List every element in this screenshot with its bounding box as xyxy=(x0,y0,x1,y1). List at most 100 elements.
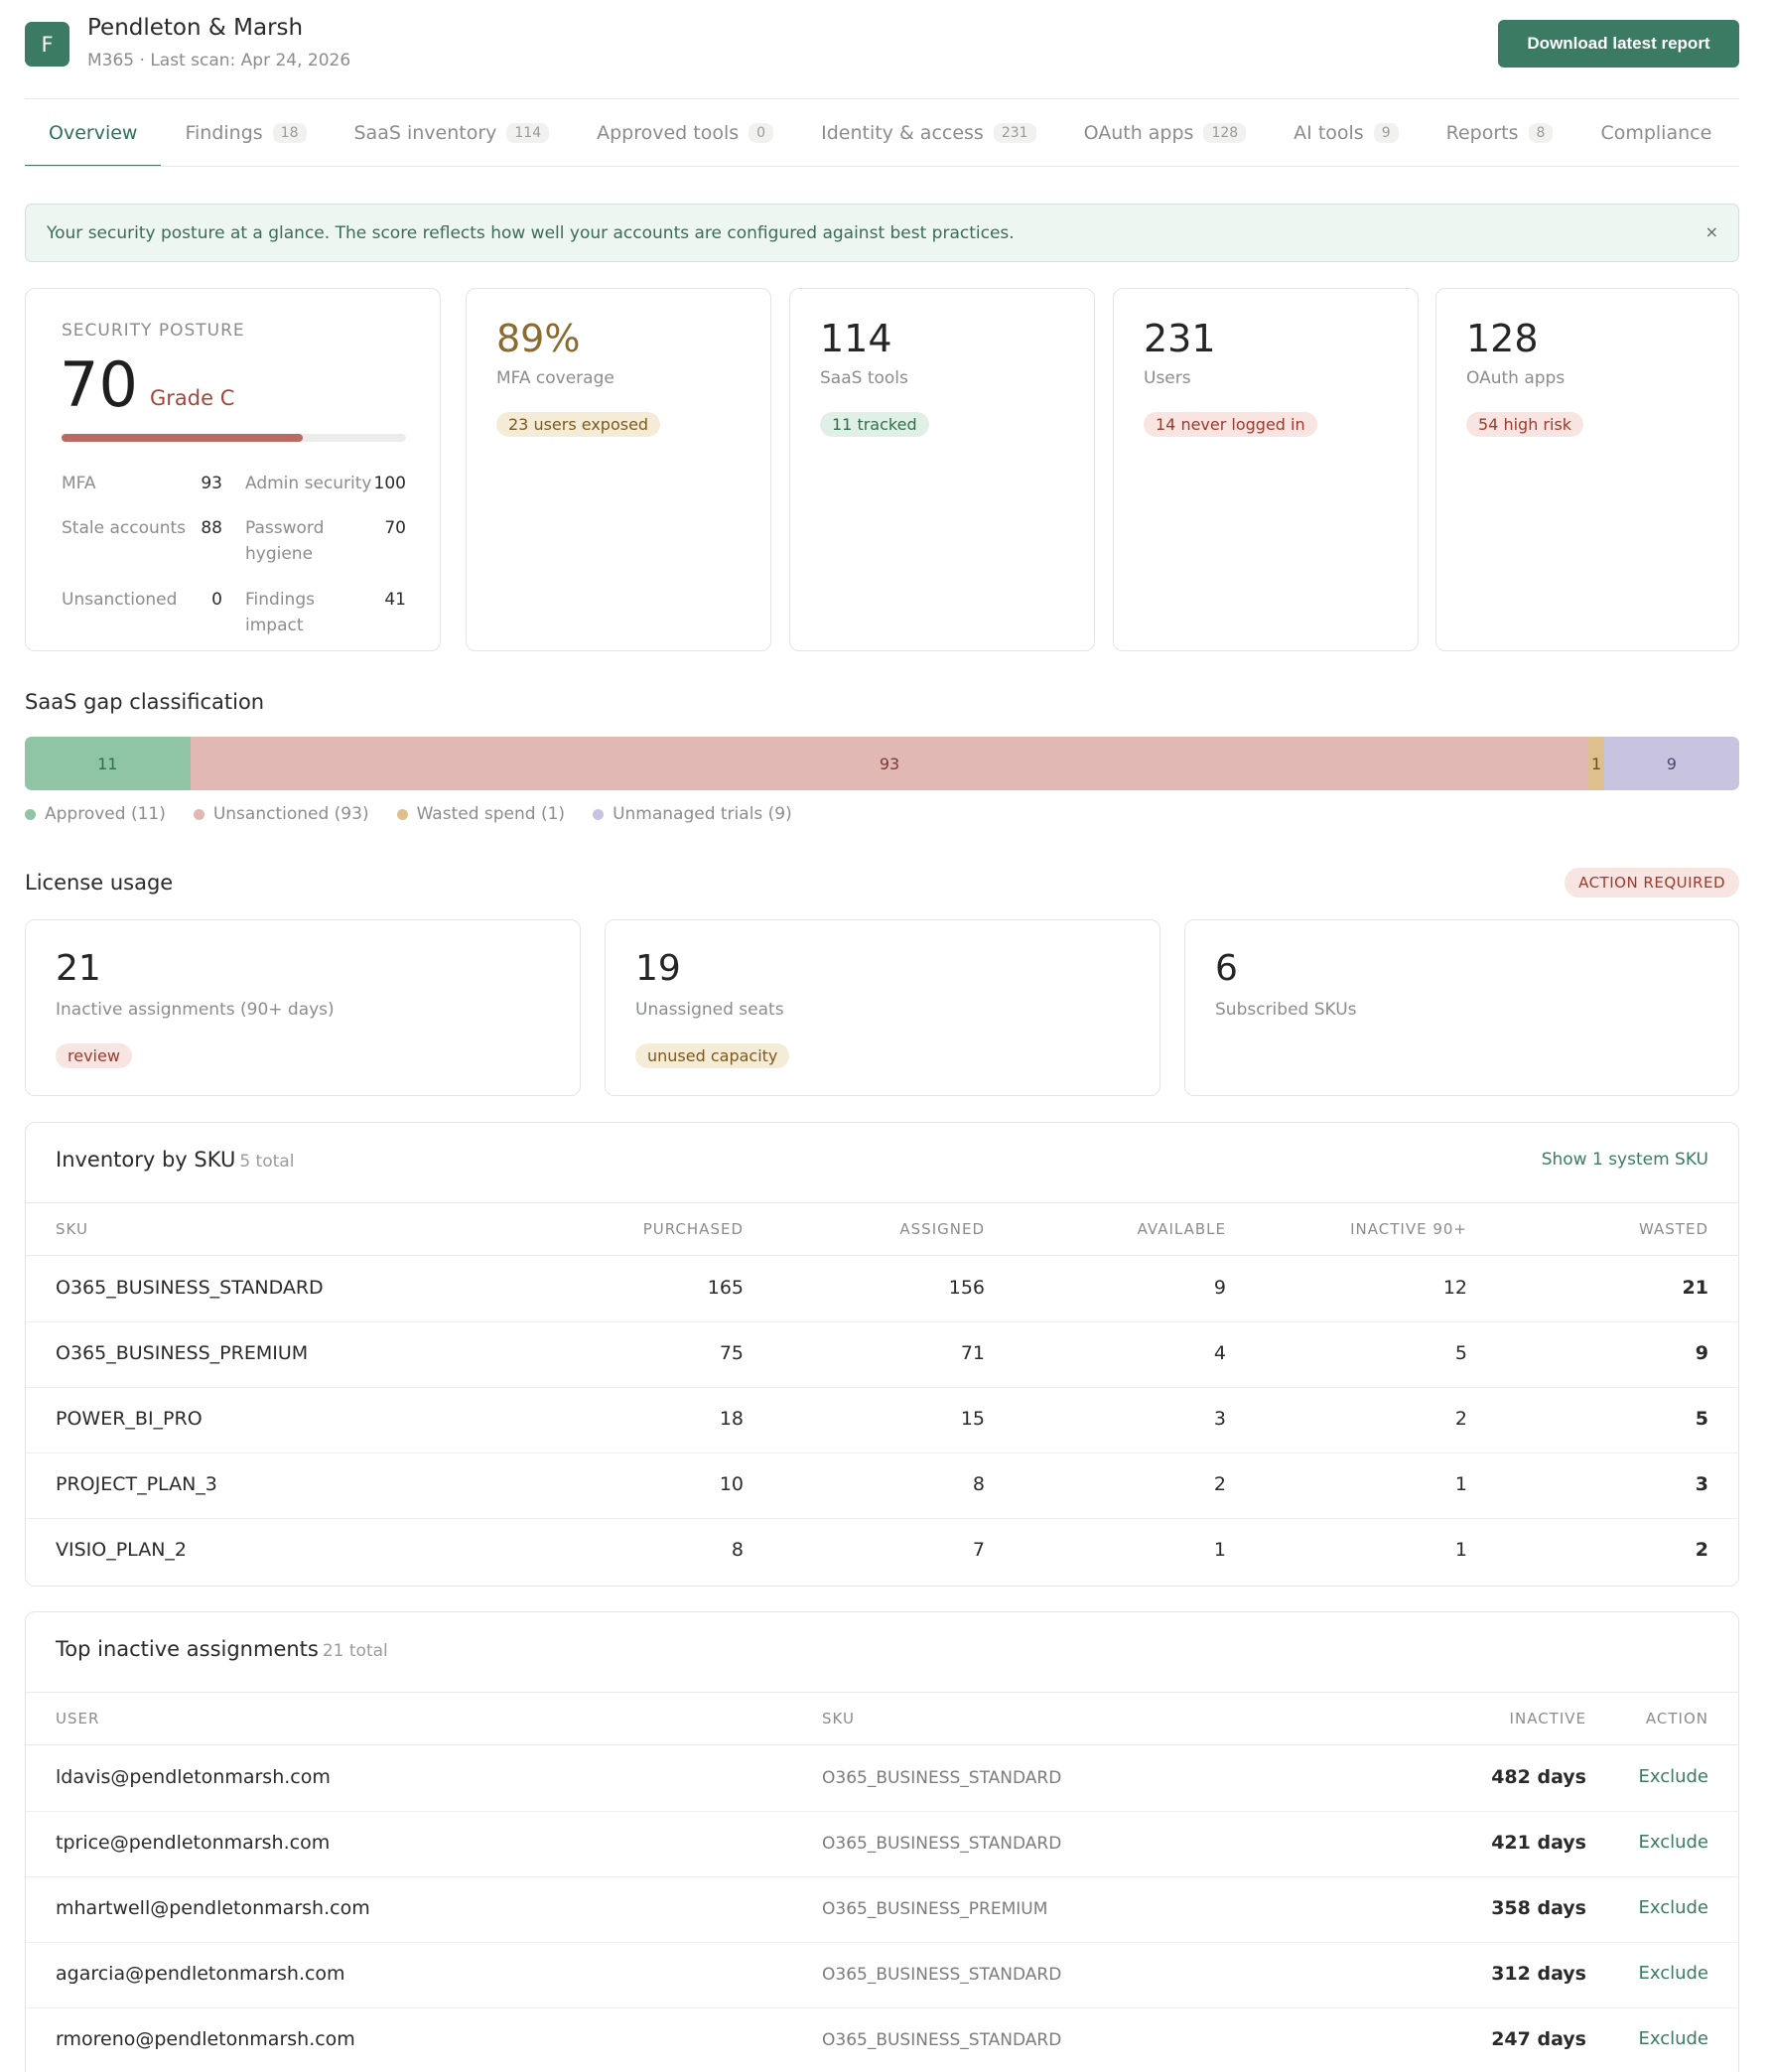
metric-findings-value: 41 xyxy=(384,590,406,610)
legend-label: Unmanaged trials (9) xyxy=(613,804,792,824)
sku-inventory-table: Inventory by SKU 5 total Show 1 system SK… xyxy=(25,1122,1739,1587)
show-system-sku-link[interactable]: Show 1 system SKU xyxy=(1541,1150,1708,1170)
tab-oauth-apps[interactable]: OAuth apps 128 xyxy=(1060,99,1271,166)
tab-label: Findings xyxy=(185,122,263,144)
legend-dot-icon xyxy=(593,808,605,820)
legend-item: Unsanctioned (93) xyxy=(193,804,369,824)
stat-pill: 54 high risk xyxy=(1466,412,1584,437)
sku-cell: 5 xyxy=(1454,1342,1467,1364)
sku-name: POWER_BI_PRO xyxy=(56,1408,203,1430)
sku-name: PROJECT_PLAN_3 xyxy=(56,1473,217,1495)
tab-compliance[interactable]: Compliance xyxy=(1576,99,1735,166)
license-pill: unused capacity xyxy=(635,1043,790,1068)
legend-dot-icon xyxy=(193,808,204,820)
inactive-days: 312 days xyxy=(1491,1963,1586,1985)
stat-label: SaaS tools xyxy=(820,368,908,388)
stat-value: 128 xyxy=(1466,317,1539,360)
col-assigned: ASSIGNED xyxy=(899,1220,985,1238)
col-user: USER xyxy=(56,1710,100,1727)
col-available: AVAILABLE xyxy=(1137,1220,1226,1238)
stat-card-mfa[interactable]: 89% MFA coverage 23 users exposed xyxy=(466,288,771,651)
metric-password-value: 70 xyxy=(384,518,406,538)
table-row: rmoreno@pendletonmarsh.com O365_BUSINESS_… xyxy=(26,2008,1738,2072)
download-report-button[interactable]: Download latest report xyxy=(1498,20,1739,68)
header: F Pendleton & Marsh M365 · Last scan: Ap… xyxy=(25,0,1739,99)
license-value: 19 xyxy=(635,948,681,989)
sku-cell: 8 xyxy=(972,1473,985,1495)
info-banner-text: Your security posture at a glance. The s… xyxy=(47,222,1015,243)
tab-count-badge: 18 xyxy=(272,123,307,143)
tab-count-badge: 0 xyxy=(749,123,774,143)
org-logo: F xyxy=(25,22,69,67)
tab-saas-inventory[interactable]: SaaS inventory 114 xyxy=(331,99,574,166)
tab-count-badge: 128 xyxy=(1203,123,1247,143)
tab-reports[interactable]: Reports 8 xyxy=(1423,99,1577,166)
table-row: PROJECT_PLAN_3 10 8 2 1 3 xyxy=(26,1453,1738,1519)
table-row: O365_BUSINESS_PREMIUM 75 71 4 5 9 xyxy=(26,1322,1738,1388)
tab-se[interactable]: Se xyxy=(1735,99,1739,166)
inactive-table-title: Top inactive assignments 21 total xyxy=(56,1637,388,1661)
metric-mfa-value: 93 xyxy=(201,474,222,493)
stat-card-saas[interactable]: 114 SaaS tools 11 tracked xyxy=(789,288,1095,651)
tab-findings[interactable]: Findings 18 xyxy=(161,99,330,166)
tab-bar: Overview Findings 18 SaaS inventory 114 Appro… xyxy=(25,99,1739,167)
exclude-link[interactable]: Exclude xyxy=(1638,1963,1708,1984)
inactive-days: 482 days xyxy=(1491,1766,1586,1788)
sku-cell: 18 xyxy=(719,1408,744,1430)
tab-count-badge: 8 xyxy=(1528,123,1554,143)
legend-label: Approved (11) xyxy=(45,804,166,824)
gap-segment: 9 xyxy=(1603,737,1739,790)
posture-progress-fill xyxy=(62,434,303,442)
stat-card-oauth[interactable]: 128 OAuth apps 54 high risk xyxy=(1435,288,1739,651)
tab-approved-tools[interactable]: Approved tools 0 xyxy=(573,99,797,166)
license-value: 21 xyxy=(56,948,101,989)
info-banner: Your security posture at a glance. The s… xyxy=(25,204,1739,262)
user-sku: O365_BUSINESS_STANDARD xyxy=(822,1768,1062,1788)
table-row: tprice@pendletonmarsh.com O365_BUSINESS_S… xyxy=(26,1812,1738,1877)
exclude-link[interactable]: Exclude xyxy=(1638,1897,1708,1918)
sku-cell: 1 xyxy=(1213,1539,1226,1561)
tab-label: Overview xyxy=(49,122,138,144)
sku-name: O365_BUSINESS_PREMIUM xyxy=(56,1342,309,1364)
tab-ai-tools[interactable]: AI tools 9 xyxy=(1270,99,1422,166)
license-pill: review xyxy=(56,1043,132,1068)
metric-stale-value: 88 xyxy=(201,518,222,538)
posture-label: SECURITY POSTURE xyxy=(62,321,245,341)
sku-cell: 156 xyxy=(948,1277,985,1299)
sku-table-header: SKU PURCHASED ASSIGNED AVAILABLE INACTIV… xyxy=(26,1202,1738,1256)
metric-admin-label: Admin security xyxy=(245,474,372,493)
sku-table-title: Inventory by SKU 5 total xyxy=(56,1148,295,1172)
tab-overview[interactable]: Overview xyxy=(25,99,162,166)
sku-cell: 2 xyxy=(1454,1408,1467,1430)
security-posture-card: SECURITY POSTURE 70 Grade C MFA 93 Admin… xyxy=(25,288,441,651)
tab-label: OAuth apps xyxy=(1083,122,1194,144)
inactive-days: 247 days xyxy=(1491,2028,1586,2050)
page: F Pendleton & Marsh M365 · Last scan: Ap… xyxy=(25,0,1739,2072)
sku-name: VISIO_PLAN_2 xyxy=(56,1539,187,1561)
user-email: mhartwell@pendletonmarsh.com xyxy=(56,1897,370,1919)
gap-segment: 1 xyxy=(1588,737,1604,790)
stat-card-users[interactable]: 231 Users 14 never logged in xyxy=(1113,288,1419,651)
posture-grade: Grade C xyxy=(150,386,235,410)
license-card-skus: 6 Subscribed SKUs xyxy=(1184,919,1739,1096)
col-sku: SKU xyxy=(822,1710,855,1727)
license-section-title: License usage xyxy=(25,871,174,895)
table-row: ldavis@pendletonmarsh.com O365_BUSINESS_S… xyxy=(26,1746,1738,1812)
sku-cell: 75 xyxy=(719,1342,744,1364)
tab-label: AI tools xyxy=(1294,122,1364,144)
legend-item: Unmanaged trials (9) xyxy=(593,804,792,824)
inactive-table-header: USER SKU INACTIVE ACTION xyxy=(26,1692,1738,1745)
tab-identity-access[interactable]: Identity & access 231 xyxy=(797,99,1059,166)
exclude-link[interactable]: Exclude xyxy=(1638,2028,1708,2049)
license-label: Unassigned seats xyxy=(635,1000,784,1020)
metric-admin-value: 100 xyxy=(373,474,406,493)
stat-pill: 14 never logged in xyxy=(1144,412,1317,437)
col-sku: SKU xyxy=(56,1220,88,1238)
close-icon[interactable]: × xyxy=(1704,222,1718,241)
inactive-assignments-table: Top inactive assignments 21 total USER SK… xyxy=(25,1611,1739,2072)
user-email: agarcia@pendletonmarsh.com xyxy=(56,1963,345,1985)
exclude-link[interactable]: Exclude xyxy=(1638,1832,1708,1853)
gap-section-title: SaaS gap classification xyxy=(25,690,265,714)
metric-password-label: Password hygiene xyxy=(245,518,325,564)
exclude-link[interactable]: Exclude xyxy=(1638,1766,1708,1787)
